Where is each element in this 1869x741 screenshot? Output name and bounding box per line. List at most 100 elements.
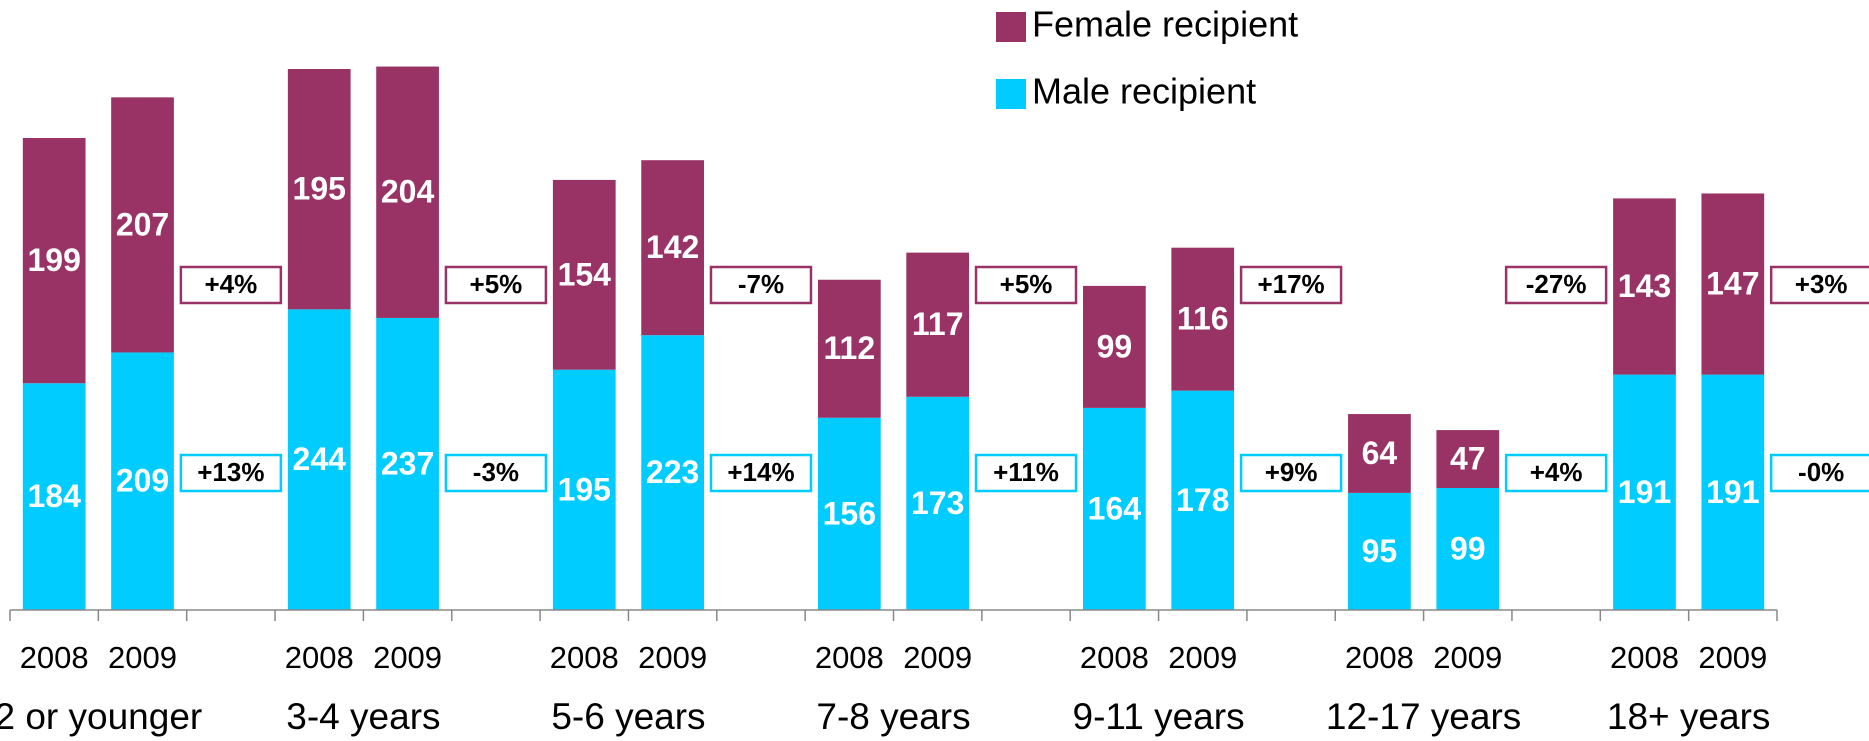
change-box (444, 453, 548, 493)
change-label: +17% (1257, 269, 1324, 299)
group-label: 5-6 years (551, 696, 705, 737)
change-box (179, 453, 283, 493)
data-label: 117 (912, 306, 964, 342)
data-label: 99 (1450, 530, 1486, 566)
x-tick-label: 2008 (550, 640, 619, 675)
bar-segment (1348, 414, 1411, 493)
change-label: +3% (1795, 269, 1848, 299)
data-label: 195 (558, 471, 611, 507)
change-label: -7% (738, 269, 784, 299)
x-tick-label: 2008 (815, 640, 884, 675)
bar-segment (22, 138, 86, 384)
legend-label: Male recipient (1032, 71, 1256, 112)
change-label: +4% (1530, 457, 1583, 487)
bar-segment (1083, 285, 1146, 408)
data-label: 184 (27, 478, 81, 514)
bar-segment (1701, 193, 1765, 375)
data-label: 99 (1097, 328, 1133, 364)
bar-segment (287, 309, 351, 610)
change-label: +11% (993, 457, 1059, 487)
data-label: 95 (1362, 533, 1398, 569)
bar-segment (817, 417, 881, 610)
x-tick-label: 2008 (1080, 640, 1149, 675)
data-label: 244 (293, 441, 347, 477)
bar-segment (1613, 374, 1676, 610)
x-tick-label: 2009 (108, 640, 177, 675)
change-box (709, 453, 813, 493)
group-label: 9-11 years (1073, 696, 1245, 737)
bar-segment (906, 252, 970, 397)
change-box (1239, 265, 1343, 305)
group-label: 7-8 years (816, 696, 970, 737)
change-label: -0% (1798, 457, 1844, 487)
group-label: 18+ years (1607, 696, 1771, 737)
data-label: 199 (27, 242, 80, 278)
x-tick-label: 2009 (1698, 640, 1767, 675)
legend-swatch (996, 12, 1026, 42)
change-box (179, 265, 283, 305)
data-label: 178 (1176, 482, 1229, 518)
change-box (974, 453, 1078, 493)
change-label: +5% (1000, 269, 1053, 299)
x-tick-label: 2009 (638, 640, 707, 675)
bar-segment (552, 369, 616, 610)
bar-segment (1436, 488, 1500, 610)
bar-segment (1171, 390, 1235, 610)
bar-segment (1348, 492, 1411, 610)
data-label: 195 (293, 171, 346, 207)
data-label: 64 (1362, 435, 1398, 471)
data-label: 207 (116, 206, 169, 242)
x-tick-label: 2009 (903, 640, 972, 675)
bar-segment (1171, 247, 1235, 391)
data-label: 209 (116, 463, 169, 499)
change-box (974, 265, 1078, 305)
change-box (1769, 453, 1869, 493)
x-tick-label: 2008 (285, 640, 354, 675)
group-label: 3-4 years (286, 696, 440, 737)
data-label: 223 (646, 454, 699, 490)
data-label: 47 (1450, 440, 1486, 476)
change-box (1504, 453, 1608, 493)
change-label: +9% (1265, 457, 1318, 487)
bar-segment (1613, 198, 1676, 375)
bar-segment (22, 383, 86, 610)
bar-segment (1083, 407, 1146, 610)
bar-segment (817, 279, 881, 418)
data-label: 191 (1618, 474, 1671, 510)
legend-swatch (996, 79, 1026, 109)
data-label: 237 (381, 445, 434, 481)
change-label: +14% (727, 457, 794, 487)
change-label: +5% (470, 269, 523, 299)
data-label: 164 (1088, 490, 1142, 526)
change-box (709, 265, 813, 305)
change-label: -27% (1526, 269, 1587, 299)
change-box (444, 265, 548, 305)
bar-segment (111, 352, 174, 610)
bar-segment (641, 160, 704, 336)
x-tick-label: 2009 (373, 640, 442, 675)
x-tick-label: 2008 (1610, 640, 1679, 675)
data-label: 156 (823, 495, 876, 531)
data-label: 154 (558, 256, 612, 292)
bar-segment (1701, 374, 1765, 610)
group-label: 2 or younger (0, 696, 202, 737)
x-tick-label: 2008 (20, 640, 89, 675)
bar-segment (641, 335, 704, 610)
data-label: 147 (1706, 266, 1759, 302)
bar-segment (376, 66, 439, 318)
bar-segment (1436, 430, 1500, 488)
bar-segment (111, 97, 174, 353)
group-label: 12-17 years (1326, 696, 1521, 737)
bar-segment (906, 396, 970, 610)
x-tick-label: 2009 (1433, 640, 1502, 675)
bar-segment (287, 69, 351, 310)
change-box (1769, 265, 1869, 305)
data-label: 191 (1706, 474, 1759, 510)
x-tick-label: 2008 (1345, 640, 1414, 675)
change-box (1504, 265, 1608, 305)
change-box (1239, 453, 1343, 493)
data-label: 204 (381, 174, 435, 210)
data-label: 143 (1618, 268, 1671, 304)
data-label: 112 (824, 330, 876, 366)
